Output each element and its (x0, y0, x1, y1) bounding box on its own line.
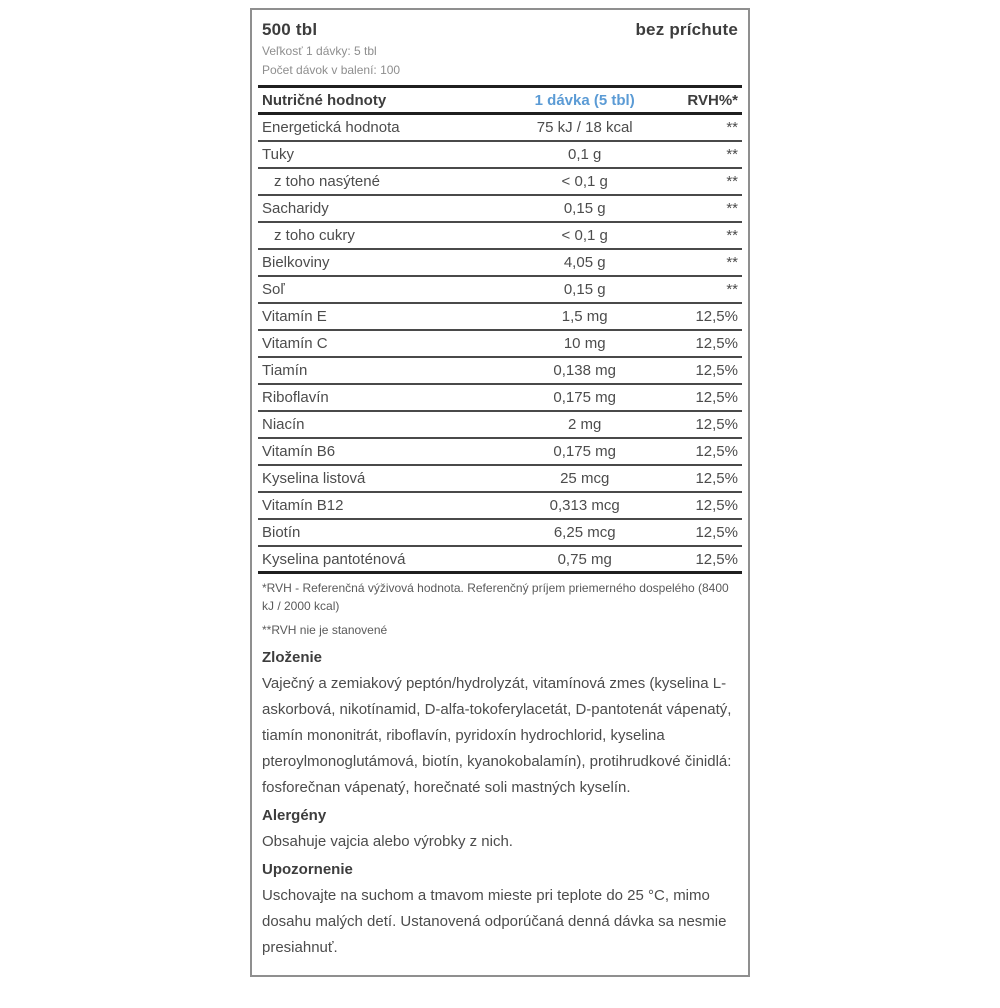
section-body: Uschovajte na suchom a tmavom mieste pri… (262, 887, 727, 956)
table-row: Vitamín B6 0,175 mg 12,5% (258, 439, 742, 466)
section-heading: Alergény (262, 807, 327, 824)
nutrient-name: Kyselina listová (262, 470, 366, 487)
table-row: Sacharidy 0,15 g ** (258, 196, 742, 223)
nutrient-value: 0,175 mg (553, 443, 616, 460)
nutrient-value: 0,313 mcg (549, 497, 620, 514)
table-row: Energetická hodnota 75 kJ / 18 kcal ** (258, 115, 742, 142)
nutrient-name: z toho nasýtené (274, 173, 380, 190)
nutrient-rvh: ** (726, 173, 738, 190)
nutrient-name: Biotín (262, 524, 301, 541)
nutrient-name: Vitamín B6 (262, 443, 336, 460)
table-row: Kyselina pantoténová 0,75 mg 12,5% (258, 547, 742, 574)
label-header: 500 tbl bez príchute (258, 18, 742, 42)
footnotes: *RVH - Referenčná výživová hodnota. Refe… (258, 579, 742, 639)
nutrient-value: 0,1 g (568, 146, 602, 163)
nutrient-name: Energetická hodnota (262, 119, 400, 136)
nutrient-name: Vitamín E (262, 308, 327, 325)
nutrient-value: 0,75 mg (557, 550, 612, 568)
serving-info: Veľkosť 1 dávky: 5 tbl Počet dávok v bal… (258, 42, 742, 80)
nutrition-label: 500 tbl bez príchute Veľkosť 1 dávky: 5 … (250, 8, 750, 977)
nutrient-value: 2 mg (568, 416, 602, 433)
nutrient-name: Sacharidy (262, 200, 329, 217)
table-row: z toho nasýtené < 0,1 g ** (258, 169, 742, 196)
nutrient-rvh: ** (726, 254, 738, 271)
section-heading: Zloženie (262, 649, 323, 666)
nutrient-value: 0,15 g (563, 200, 606, 217)
nutrient-value: 25 mcg (560, 470, 610, 487)
nutrient-name: z toho cukry (274, 227, 355, 244)
table-row: Bielkoviny 4,05 g ** (258, 250, 742, 277)
nutrient-rvh: 12,5% (695, 443, 738, 460)
footnote: **RVH nie je stanovené (262, 623, 388, 637)
table-row: Vitamín E 1,5 mg 12,5% (258, 304, 742, 331)
nutrient-value: 4,05 g (563, 254, 606, 271)
nutrient-value: < 0,1 g (561, 227, 608, 244)
info-section: Zloženie Vaječný a zemiakový peptón/hydr… (262, 645, 738, 801)
product-flavor: bez príchute (635, 20, 738, 39)
table-row: Riboflavín 0,175 mg 12,5% (258, 385, 742, 412)
section-body: Vaječný a zemiakový peptón/hydrolyzát, v… (262, 675, 732, 796)
nutrient-rvh: 12,5% (695, 550, 738, 568)
nutrient-name: Vitamín B12 (262, 497, 344, 514)
table-row: Vitamín C 10 mg 12,5% (258, 331, 742, 358)
nutrient-value: 1,5 mg (561, 308, 608, 325)
column-header-rvh: RVH%* (687, 91, 738, 109)
nutrient-value: < 0,1 g (561, 173, 608, 190)
nutrient-value: 10 mg (563, 335, 606, 352)
table-row: Kyselina listová 25 mcg 12,5% (258, 466, 742, 493)
serving-size-line: Veľkosť 1 dávky: 5 tbl (262, 44, 377, 58)
nutrient-value: 0,15 g (563, 281, 606, 298)
nutrition-rows: Energetická hodnota 75 kJ / 18 kcal ** T… (258, 115, 742, 574)
nutrient-rvh: ** (726, 281, 738, 298)
info-section: Upozornenie Uschovajte na suchom a tmavo… (262, 857, 738, 961)
table-row: Biotín 6,25 mcg 12,5% (258, 520, 742, 547)
nutrient-rvh: 12,5% (695, 308, 738, 325)
nutrient-rvh: 12,5% (695, 416, 738, 433)
nutrient-name: Riboflavín (262, 389, 329, 406)
nutrient-rvh: 12,5% (695, 362, 738, 379)
column-header-per-serving: 1 dávka (5 tbl) (534, 91, 635, 109)
nutrient-rvh: ** (726, 119, 738, 136)
nutrient-name: Tiamín (262, 362, 308, 379)
table-row: Soľ 0,15 g ** (258, 277, 742, 304)
table-row: z toho cukry < 0,1 g ** (258, 223, 742, 250)
footnote: *RVH - Referenčná výživová hodnota. Refe… (262, 581, 729, 613)
nutrient-value: 75 kJ / 18 kcal (536, 119, 633, 136)
nutrient-rvh: 12,5% (695, 497, 738, 514)
nutrient-name: Vitamín C (262, 335, 328, 352)
nutrient-rvh: ** (726, 200, 738, 217)
nutrient-value: 6,25 mcg (553, 524, 616, 541)
column-header-nutrients: Nutričné hodnoty (262, 91, 387, 109)
product-size: 500 tbl (262, 20, 318, 39)
nutrient-name: Kyselina pantoténová (262, 550, 406, 568)
nutrient-value: 0,175 mg (553, 389, 616, 406)
nutrient-rvh: 12,5% (695, 389, 738, 406)
nutrient-rvh: ** (726, 227, 738, 244)
nutrition-table-header: Nutričné hodnoty 1 dávka (5 tbl) RVH%* (258, 85, 742, 115)
nutrient-name: Bielkoviny (262, 254, 330, 271)
table-row: Tiamín 0,138 mg 12,5% (258, 358, 742, 385)
nutrition-table: Nutričné hodnoty 1 dávka (5 tbl) RVH%* E… (258, 85, 742, 574)
section-body: Obsahuje vajcia alebo výrobky z nich. (262, 833, 513, 850)
nutrient-name: Soľ (262, 281, 285, 298)
nutrient-value: 0,138 mg (553, 362, 616, 379)
info-section: Alergény Obsahuje vajcia alebo výrobky z… (262, 803, 738, 855)
servings-per-pack-line: Počet dávok v balení: 100 (262, 63, 401, 77)
nutrient-name: Tuky (262, 146, 294, 163)
info-sections: Zloženie Vaječný a zemiakový peptón/hydr… (258, 645, 742, 961)
table-row: Niacín 2 mg 12,5% (258, 412, 742, 439)
section-heading: Upozornenie (262, 861, 353, 878)
nutrient-rvh: 12,5% (695, 524, 738, 541)
nutrient-rvh: ** (726, 146, 738, 163)
table-row: Tuky 0,1 g ** (258, 142, 742, 169)
nutrient-name: Niacín (262, 416, 305, 433)
table-row: Vitamín B12 0,313 mcg 12,5% (258, 493, 742, 520)
nutrient-rvh: 12,5% (695, 335, 738, 352)
nutrient-rvh: 12,5% (695, 470, 738, 487)
